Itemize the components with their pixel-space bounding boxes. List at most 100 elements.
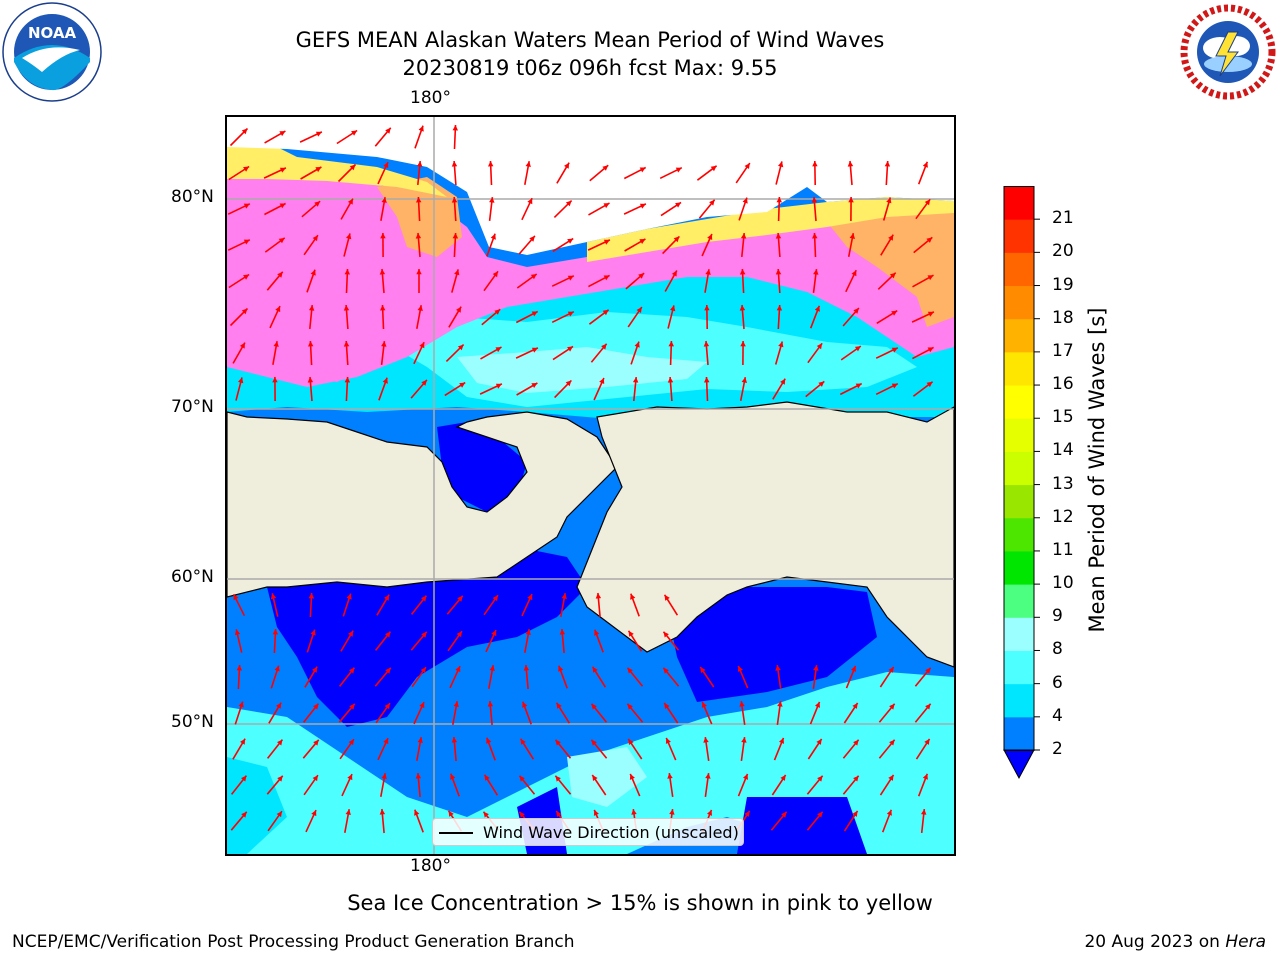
wave-direction-arrowhead [780,378,786,385]
wave-direction-arrowhead [704,305,710,311]
bering-shortest-period-zone [267,537,587,727]
wave-direction-arrowhead [744,163,750,169]
wave-direction-arrowhead [383,738,389,745]
wave-direction-arrowhead [351,130,358,136]
wave-direction-arrowhead [811,197,818,203]
wave-direction-arrowhead [703,341,710,347]
wave-direction-arrowhead [275,306,281,313]
wave-direction-arrowhead [556,811,562,817]
wave-direction-arrowhead [851,665,856,672]
wave-direction-arrowhead [778,161,784,168]
wave-direction-arrowhead [817,811,823,818]
sea-ice-yellow-top-west [227,147,447,197]
wave-direction-arrowhead [663,631,669,638]
wave-direction-arrowhead [565,380,572,387]
wave-direction-arrowhead [925,703,931,710]
wave-direction-arrowhead [311,810,317,817]
sea-ice-ridge-pink [267,317,377,382]
wave-direction-arrowhead [778,341,784,348]
colorbar [1000,186,1040,786]
wave-direction-arrowhead [709,199,715,206]
wave-direction-arrowhead [851,270,857,277]
wave-direction-arrowhead [419,342,425,349]
legend-label: Wind Wave Direction (unscaled) [483,823,739,842]
wave-direction-arrowhead [279,167,286,173]
lon-label-bottom: 180° [410,856,451,876]
wave-direction-arrowhead [385,127,391,134]
wave-direction-arrowhead [744,811,750,817]
wave-direction-arrowhead [737,665,743,672]
wave-direction-arrowhead [384,703,390,710]
wave-direction-arrowhead [707,234,713,240]
wave-direction-arrowhead [629,773,635,780]
wave-direction-arrowhead [741,377,747,383]
wave-direction-arrowhead [776,305,783,311]
wave-direction-arrowhead [739,269,746,275]
wave-direction-arrowhead [416,269,422,275]
colorbar-tick-label: 6 [1052,672,1063,693]
chart-title: GEFS MEAN Alaskan Waters Mean Period of … [295,28,885,52]
wave-direction-arrowhead [456,306,462,313]
wave-direction-arrowhead [315,131,322,137]
wave-direction-arrowhead [379,809,386,815]
wave-direction-arrowhead [591,703,597,710]
colorbar-segment [1004,385,1034,419]
colorbar-tick-label: 20 [1052,241,1074,262]
wave-direction-arrowhead [343,341,350,347]
colorbar-segment [1004,517,1034,552]
colorbar-segment [1004,716,1034,751]
wave-direction-arrowhead [531,311,538,317]
wave-direction-arrowhead [847,161,854,167]
pacific-long-period-swirl [567,747,647,807]
wave-direction-arrowhead [243,203,250,209]
wave-direction-arrowhead [927,311,934,317]
wave-direction-arrowhead [315,167,322,173]
wave-direction-arrowhead [777,701,783,707]
wave-direction-arrowhead [278,237,285,244]
wave-direction-arrowhead [668,341,674,347]
wave-direction-arrowhead [775,269,782,275]
noaa-logo: NOAA [2,2,102,102]
wave-direction-arrowhead [239,342,245,349]
wave-direction-arrowhead [779,737,784,744]
wave-direction-arrowhead [494,309,501,315]
footer-credit: NCEP/EMC/Verification Post Processing Pr… [12,932,575,952]
wave-direction-arrowhead [279,131,286,137]
wave-direction-arrowhead [384,594,390,601]
wave-direction-arrowhead [705,773,711,779]
wave-direction-arrowhead [704,377,710,383]
colorbar-segment [1004,451,1034,486]
wave-direction-arrowhead [421,595,427,602]
wave-direction-arrowhead [888,667,894,673]
arctic-long-period-zone [457,347,707,393]
wave-direction-arrowhead [419,702,425,709]
wave-direction-arrowhead [451,161,458,167]
colorbar-segment [1004,318,1034,353]
wave-direction-arrowhead [926,237,933,243]
wave-direction-arrowhead [381,197,387,203]
wave-direction-arrowhead [741,737,747,743]
wave-direction-arrowhead [891,347,898,353]
wave-direction-arrowhead [663,667,669,674]
colorbar-tick-label: 21 [1052,208,1074,229]
wave-direction-arrowhead [273,341,279,347]
wave-direction-arrowhead [452,233,459,239]
wave-direction-arrowhead [925,667,931,674]
wave-direction-arrowhead [344,269,350,275]
wave-direction-arrowhead [272,629,279,635]
wave-direction-arrowhead [814,305,820,312]
wave-direction-arrowhead [567,311,574,317]
wave-direction-arrowhead [710,165,717,172]
wave-direction-arrowhead [561,593,567,599]
wave-direction-arrowhead [344,377,351,383]
wave-direction-arrowhead [853,775,859,782]
wave-direction-arrowhead [852,810,858,817]
wave-direction-arrowhead [638,273,645,279]
wave-direction-arrowhead [627,667,633,674]
wave-direction-arrowhead [276,811,282,818]
wave-direction-arrowhead [238,701,244,708]
wave-direction-arrowhead [921,809,927,815]
land-mass [227,411,618,598]
wave-direction-arrowhead [632,377,639,383]
wave-direction-arrowhead [454,269,460,276]
